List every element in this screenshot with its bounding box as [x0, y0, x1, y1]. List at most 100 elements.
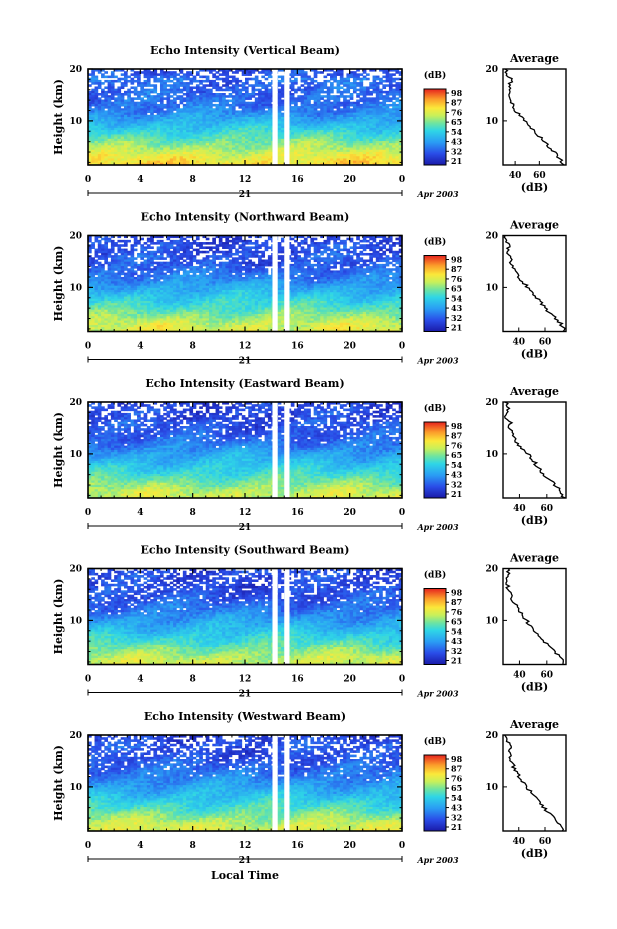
heatmap-cell — [339, 145, 344, 148]
heatmap-cell — [241, 158, 246, 162]
heatmap-cell — [362, 239, 367, 243]
heatmap-cell — [222, 88, 226, 92]
heatmap-cell — [398, 117, 403, 120]
heatmap-cell — [359, 121, 364, 124]
heatmap-cell — [297, 242, 301, 245]
heatmap-cell — [94, 108, 99, 111]
heatmap-cell — [339, 257, 344, 260]
heatmap-cell — [330, 117, 334, 120]
heatmap-cell — [297, 95, 301, 98]
heatmap-cell — [235, 248, 239, 252]
heatmap-cell — [215, 99, 220, 103]
heatmap-cell — [123, 84, 128, 87]
heatmap-cell — [101, 266, 105, 269]
heatmap-cell — [218, 108, 223, 111]
heatmap-cell — [94, 132, 99, 135]
heatmap-cell — [88, 117, 92, 120]
heatmap-cell — [189, 143, 194, 146]
heatmap-cell — [326, 112, 331, 116]
heatmap-cell — [159, 123, 164, 127]
heatmap-cell — [310, 158, 315, 162]
heatmap-cell — [307, 110, 311, 114]
heatmap-cell — [248, 242, 252, 245]
heatmap-cell — [189, 160, 194, 164]
heatmap-cell — [303, 112, 308, 116]
heatmap-cell — [280, 125, 285, 129]
heatmap-cell — [199, 99, 203, 103]
heatmap-cell — [156, 239, 161, 243]
heatmap-cell — [241, 84, 246, 87]
heatmap-cell — [352, 106, 357, 109]
heatmap-cell — [333, 99, 337, 103]
heatmap-cell — [366, 123, 370, 127]
heatmap-cell — [150, 255, 154, 258]
heatmap-cell — [186, 158, 190, 162]
heatmap-cell — [133, 119, 138, 122]
heatmap-cell — [356, 261, 360, 265]
heatmap-cell — [110, 106, 115, 109]
heatmap-cell — [173, 136, 177, 140]
heatmap-cell — [231, 112, 236, 116]
heatmap-cell — [195, 268, 200, 271]
heatmap-cell — [205, 160, 210, 164]
heatmap-cell — [280, 84, 285, 87]
heatmap-cell — [310, 123, 315, 127]
heatmap-cell — [398, 158, 403, 162]
heatmap-cell — [130, 136, 135, 140]
heatmap-cell — [294, 117, 298, 120]
heatmap-cell — [333, 79, 337, 83]
heatmap-cell — [133, 145, 138, 148]
heatmap-cell — [228, 263, 233, 267]
heatmap-cell — [339, 149, 344, 153]
heatmap-cell — [290, 266, 295, 269]
heatmap-cell — [218, 266, 223, 269]
heatmap-cell — [372, 77, 377, 81]
heatmap-cell — [356, 143, 360, 146]
heatmap-cell — [182, 125, 187, 129]
heatmap-cell — [97, 250, 102, 254]
heatmap-cell — [107, 108, 112, 111]
heatmap-cell — [277, 101, 282, 105]
heatmap-cell — [192, 86, 197, 90]
heatmap-cell — [330, 103, 334, 107]
heatmap-cell — [94, 237, 99, 241]
heatmap-cell — [195, 73, 200, 76]
heatmap-cell — [356, 145, 360, 148]
heatmap-cell — [392, 77, 396, 81]
heatmap-cell — [375, 134, 380, 138]
heatmap-cell — [205, 255, 210, 258]
heatmap-cell — [97, 263, 102, 267]
heatmap-cell — [163, 136, 167, 140]
heatmap-cell — [339, 82, 344, 85]
heatmap-cell — [228, 268, 233, 271]
heatmap-cell — [366, 162, 370, 166]
heatmap-cell — [159, 268, 164, 271]
heatmap-cell — [277, 132, 282, 135]
heatmap-cell — [323, 119, 328, 122]
heatmap-cell — [94, 270, 99, 273]
heatmap-cell — [88, 95, 92, 98]
heatmap-cell — [97, 69, 102, 72]
heatmap-cell — [222, 158, 226, 162]
heatmap-cell — [369, 112, 373, 116]
heatmap-cell — [362, 112, 367, 116]
heatmap-cell — [379, 248, 383, 252]
heatmap-cell — [104, 90, 109, 94]
heatmap-cell — [320, 117, 324, 120]
heatmap-cell — [251, 242, 256, 245]
heatmap-cell — [186, 160, 190, 164]
heatmap-cell — [120, 158, 125, 162]
heatmap-cell — [388, 125, 393, 129]
heatmap-cell — [339, 77, 344, 81]
heatmap-cell — [123, 77, 128, 81]
heatmap-cell — [143, 103, 148, 107]
heatmap-cell — [133, 75, 138, 79]
heatmap-cell — [254, 119, 259, 122]
heatmap-cell — [218, 250, 223, 254]
heatmap-cell — [176, 154, 180, 157]
heatmap-cell — [362, 136, 367, 140]
heatmap-cell — [110, 151, 115, 155]
heatmap-cell — [218, 160, 223, 164]
heatmap-cell — [254, 145, 259, 148]
heatmap-cell — [372, 125, 377, 129]
